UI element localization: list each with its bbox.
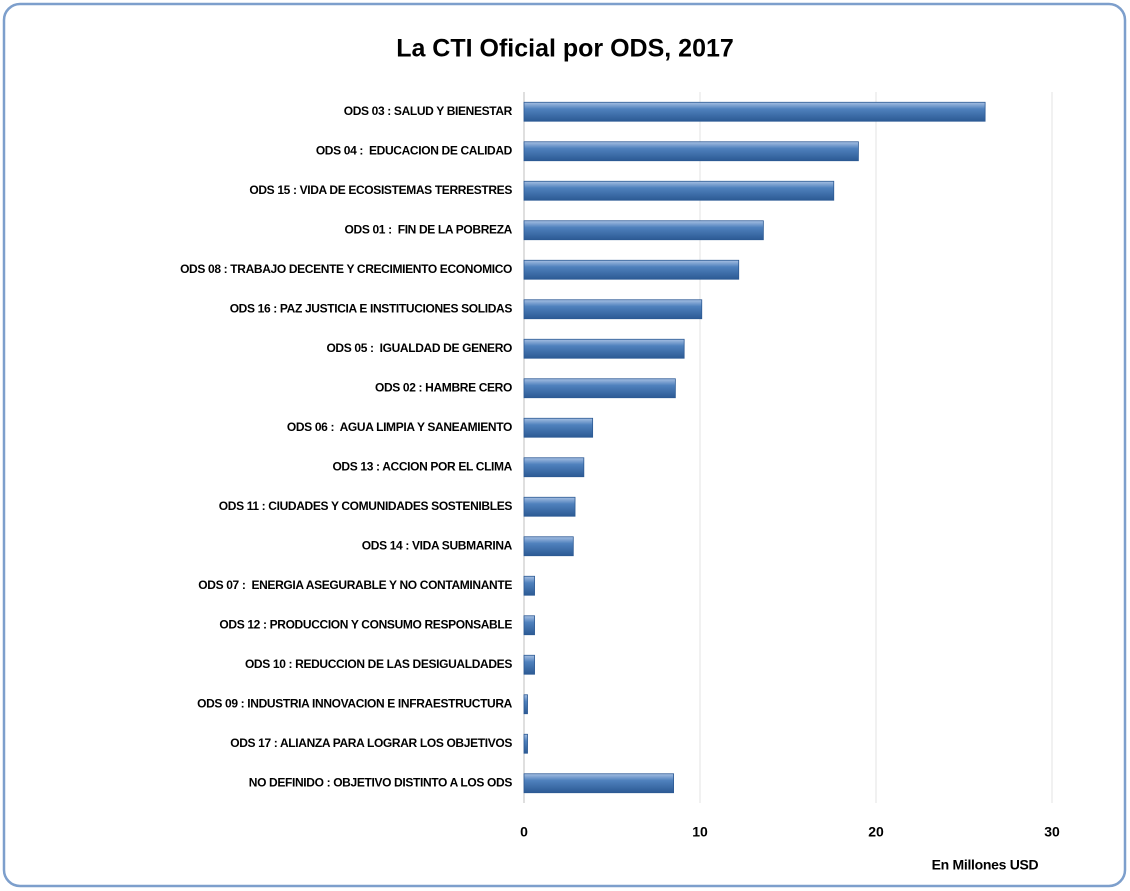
bar [523,141,859,162]
bars [523,101,986,794]
y-tick-label: ODS 03 : SALUD Y BIENESTAR [344,104,513,118]
x-tick-label: 10 [692,824,708,840]
bar [523,101,986,122]
y-tick-label: NO DEFINIDO : OBJETIVO DISTINTO A LOS OD… [249,775,513,789]
x-tick-label: 20 [868,824,884,840]
y-tick-label: ODS 12 : PRODUCCION Y CONSUMO RESPONSABL… [219,617,512,631]
bar [523,259,740,280]
y-tick-label: ODS 17 : ALIANZA PARA LOGRAR LOS OBJETIV… [230,736,512,750]
bar [523,694,528,715]
bar [523,457,585,478]
x-tick-label: 0 [520,824,528,840]
y-tick-label: ODS 13 : ACCION POR EL CLIMA [332,459,512,473]
y-tick-label: ODS 10 : REDUCCION DE LAS DESIGUALDADES [245,657,512,671]
bar [523,220,764,241]
bar [523,378,676,399]
bar [523,733,528,754]
bar [523,536,574,557]
bar [523,654,535,675]
y-tick-label: ODS 15 : VIDA DE ECOSISTEMAS TERRESTRES [249,183,512,197]
y-tick-label: ODS 01 : FIN DE LA POBREZA [345,222,513,236]
y-tick-label: ODS 04 : EDUCACION DE CALIDAD [316,143,513,157]
bar [523,496,576,517]
y-tick-label: ODS 02 : HAMBRE CERO [375,380,512,394]
y-tick-label: ODS 08 : TRABAJO DECENTE Y CRECIMIENTO E… [180,262,512,276]
bar [523,773,675,794]
y-tick-label: ODS 07 : ENERGIA ASEGURABLE Y NO CONTAMI… [198,578,512,592]
bar [523,417,594,438]
y-tick-label: ODS 11 : CIUDADES Y COMUNIDADES SOSTENIB… [219,499,513,513]
x-axis-label: En Millones USD [932,857,1039,873]
y-tick-label: ODS 16 : PAZ JUSTICIA E INSTITUCIONES SO… [230,301,513,315]
grid [523,92,1053,803]
bar [523,299,703,320]
y-tick-label: ODS 09 : INDUSTRIA INNOVACION E INFRAEST… [197,696,513,710]
bar [523,575,535,596]
chart-title: La CTI Oficial por ODS, 2017 [396,35,734,63]
x-tick-label: 30 [1044,824,1060,840]
bar [523,338,685,359]
bar [523,615,535,636]
y-tick-label: ODS 14 : VIDA SUBMARINA [362,538,513,552]
y-tick-label: ODS 05 : IGUALDAD DE GENERO [326,341,512,355]
y-tick-label: ODS 06 : AGUA LIMPIA Y SANEAMIENTO [287,420,512,434]
bar [523,180,835,201]
